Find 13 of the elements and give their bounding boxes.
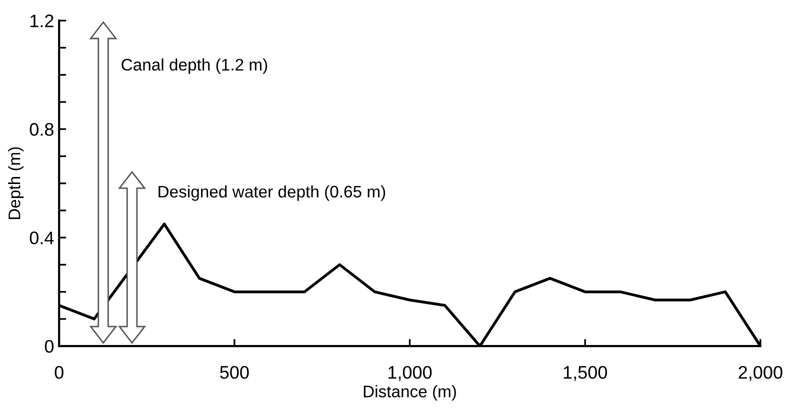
x-axis-title: Distance (m) — [364, 385, 456, 401]
y-axis-title: Depth (m) — [8, 147, 24, 220]
x-tick-label: 2,000 — [738, 366, 782, 381]
x-tick-label: 0 — [54, 366, 64, 379]
y-tick-label: 1.2 — [30, 14, 54, 28]
y-tick-label: 0.4 — [30, 232, 54, 244]
x-tick-label: 1,000 — [388, 366, 432, 381]
y-tick-label: 0.8 — [30, 123, 54, 136]
annotation: Designed water depth (0.65 m) — [158, 185, 386, 201]
annotation: Canal depth (1.2 m) — [122, 58, 268, 74]
x-tick-label: 1,500 — [564, 366, 607, 381]
x-tick-label: 500 — [220, 366, 249, 379]
y-tick-label: 0 — [44, 340, 54, 353]
